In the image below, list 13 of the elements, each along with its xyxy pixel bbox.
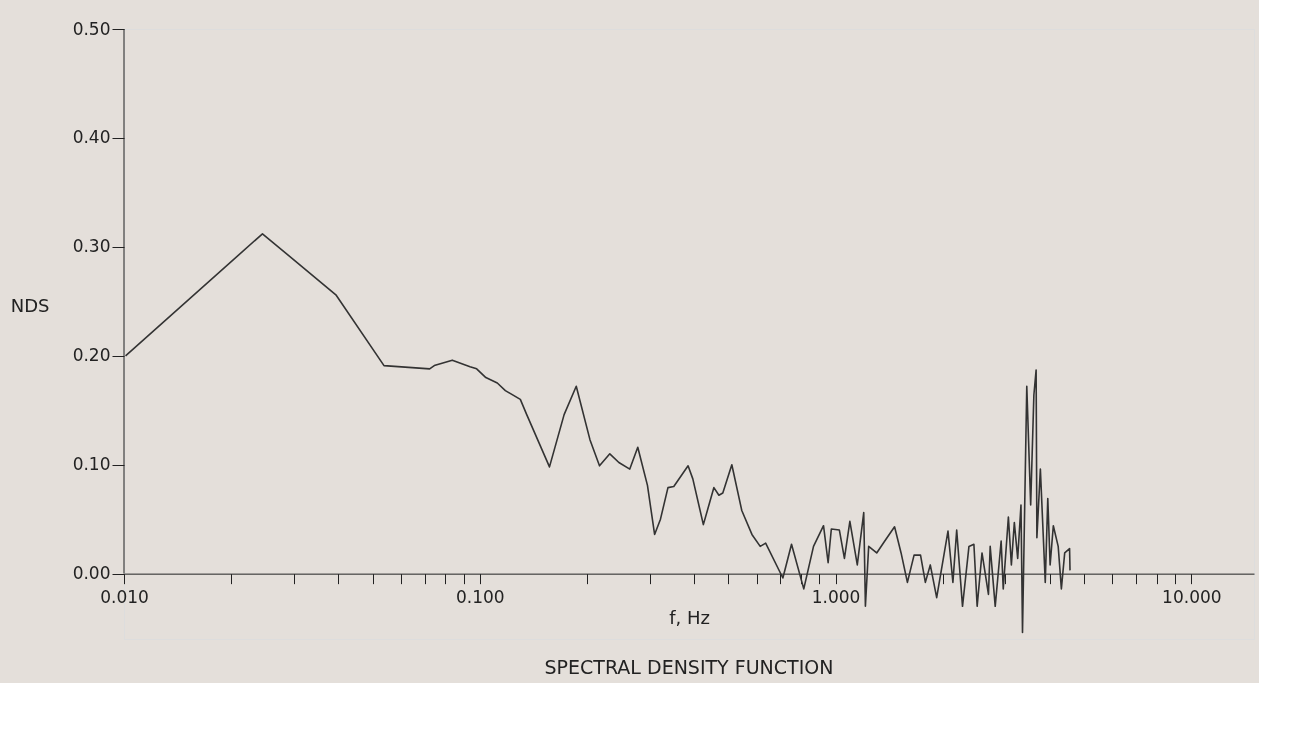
y-tick-label: 0.20 xyxy=(72,345,111,366)
x-axis-title: f, Hz xyxy=(669,607,710,629)
x-tick-label: 0.010 xyxy=(100,587,149,608)
x-tick-label: 1.000 xyxy=(811,587,861,608)
y-axis-title: NDS xyxy=(10,295,50,317)
text: SPECTRAL DENSITY FUNCTION xyxy=(544,656,834,678)
y-tick-label: 0.10 xyxy=(72,454,111,475)
y-tick-label: 0.30 xyxy=(72,236,111,257)
y-tick-label: 0.00 xyxy=(72,563,111,584)
y-tick-label: 0.50 xyxy=(72,18,111,39)
x-tick-label: 10.000 xyxy=(1162,587,1222,608)
x-tick-label: 0.100 xyxy=(455,587,505,608)
y-tick-label: 0.40 xyxy=(72,127,111,148)
